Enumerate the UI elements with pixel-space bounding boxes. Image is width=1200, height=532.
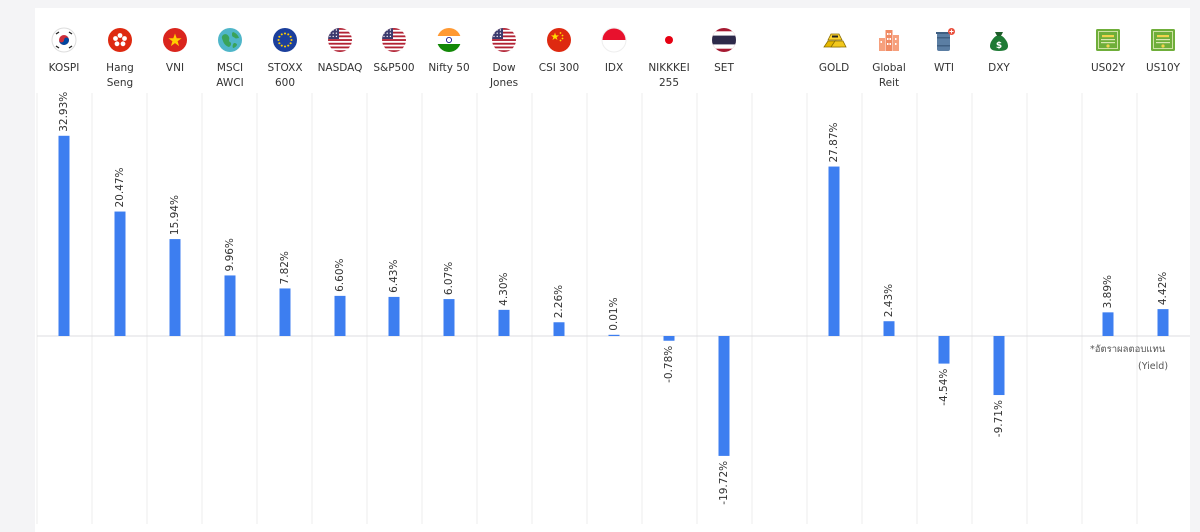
category-label-4: STOXX 600 bbox=[267, 62, 303, 89]
category-label-6: S&P500 bbox=[373, 62, 415, 74]
vietnam-flag-icon bbox=[162, 27, 188, 53]
bar-8 bbox=[498, 309, 510, 336]
value-label-14: 2.43% bbox=[883, 284, 895, 317]
bar-2 bbox=[169, 239, 181, 336]
category-label-1: Hang Seng bbox=[106, 62, 134, 89]
value-label-11: -0.78% bbox=[663, 346, 675, 383]
category-label-17: US02Y bbox=[1090, 62, 1126, 74]
bar-18 bbox=[1157, 309, 1169, 336]
value-label-0: 32.93% bbox=[58, 92, 70, 132]
yield-note-sub: (Yield) bbox=[1138, 361, 1169, 372]
value-label-12: -19.72% bbox=[718, 461, 730, 505]
category-label-9: CSI 300 bbox=[538, 62, 580, 74]
category-label-11: NIKKKEI 255 bbox=[648, 62, 690, 89]
yield-note: *อัตราผลตอบแทน bbox=[1090, 344, 1166, 355]
bar-16 bbox=[993, 336, 1005, 396]
thailand-flag-icon bbox=[711, 27, 737, 53]
bar-14 bbox=[883, 321, 895, 336]
category-label-12: SET bbox=[714, 62, 734, 74]
japan-flag-icon bbox=[656, 27, 682, 53]
category-label-7: Nifty 50 bbox=[428, 62, 470, 74]
india-flag-icon bbox=[436, 27, 462, 53]
value-label-3: 9.96% bbox=[224, 238, 236, 271]
value-label-18: 4.42% bbox=[1157, 272, 1169, 305]
category-label-3: MSCI AWCI bbox=[216, 62, 244, 89]
category-label-0: KOSPI bbox=[48, 62, 80, 74]
value-label-8: 4.30% bbox=[498, 272, 510, 305]
bar-3 bbox=[224, 275, 236, 336]
category-label-5: NASDAQ bbox=[317, 62, 363, 74]
category-label-18: US10Y bbox=[1145, 62, 1181, 74]
category-label-16: DXY bbox=[988, 62, 1010, 74]
money-bag-icon: $ bbox=[986, 27, 1012, 53]
bar-11 bbox=[663, 336, 675, 341]
bar-4 bbox=[279, 288, 291, 336]
bar-17 bbox=[1102, 312, 1114, 336]
gold-bars-icon bbox=[821, 27, 847, 53]
bar-12 bbox=[718, 336, 730, 456]
bar-9 bbox=[553, 322, 565, 336]
value-label-4: 7.82% bbox=[279, 251, 291, 284]
hong-kong-flag-icon bbox=[107, 27, 133, 53]
bar-13 bbox=[828, 166, 840, 336]
value-label-10: 0.01% bbox=[608, 297, 620, 330]
buildings-icon bbox=[876, 27, 902, 53]
category-label-10: IDX bbox=[604, 62, 624, 74]
svg-text:$: $ bbox=[996, 41, 1002, 51]
bar-0 bbox=[58, 135, 70, 336]
bond-certificate-icon bbox=[1095, 27, 1121, 53]
indonesia-flag-icon bbox=[601, 27, 627, 53]
globe-icon bbox=[217, 27, 243, 53]
category-label-2: VNI bbox=[165, 62, 185, 74]
category-label-15: WTI bbox=[934, 62, 954, 74]
value-label-1: 20.47% bbox=[114, 167, 126, 207]
category-label-14: Global Reit bbox=[872, 62, 906, 89]
category-label-8: Dow Jones bbox=[489, 62, 519, 89]
value-label-9: 2.26% bbox=[553, 285, 565, 318]
china-flag-icon bbox=[546, 27, 572, 53]
bar-6 bbox=[388, 296, 400, 336]
value-label-7: 6.07% bbox=[443, 262, 455, 295]
eu-flag-icon bbox=[272, 27, 298, 53]
usa-flag-icon bbox=[381, 27, 407, 53]
bond-certificate-icon bbox=[1150, 27, 1176, 53]
bar-7 bbox=[443, 299, 455, 336]
bar-15 bbox=[938, 336, 950, 364]
value-label-13: 27.87% bbox=[828, 122, 840, 162]
category-label-13: GOLD bbox=[818, 62, 850, 74]
value-label-16: -9.71% bbox=[993, 400, 1005, 437]
usa-flag-icon bbox=[327, 27, 353, 53]
oil-barrel-icon bbox=[931, 27, 957, 53]
value-label-15: -4.54% bbox=[938, 369, 950, 406]
chart-panel bbox=[35, 8, 1190, 532]
south-korea-flag-icon bbox=[51, 27, 77, 53]
bar-1 bbox=[114, 211, 126, 336]
value-label-2: 15.94% bbox=[169, 195, 181, 235]
bar-5 bbox=[334, 295, 346, 336]
value-label-17: 3.89% bbox=[1102, 275, 1114, 308]
bar-10 bbox=[608, 334, 620, 336]
value-label-5: 6.60% bbox=[334, 258, 346, 291]
usa-flag-icon bbox=[491, 27, 517, 53]
value-label-6: 6.43% bbox=[388, 260, 400, 293]
